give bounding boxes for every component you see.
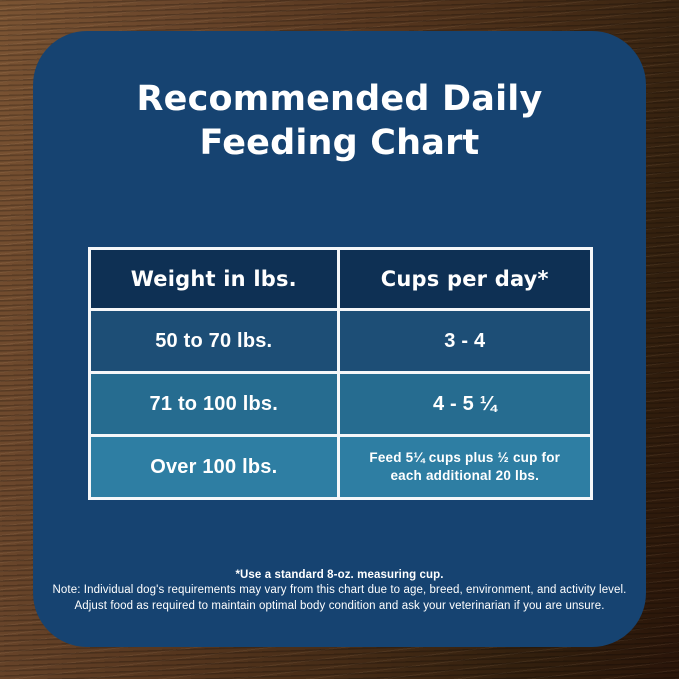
weight-range-cell: 50 to 70 lbs. xyxy=(91,311,337,371)
weight-range-cell: Over 100 lbs. xyxy=(91,437,337,497)
cups-per-day-cell: 3 - 4 xyxy=(339,311,590,371)
weight-range-cell: 71 to 100 lbs. xyxy=(91,374,337,434)
page-title-line-2: Feeding Chart xyxy=(199,123,480,164)
feeding-table: Weight in lbs. Cups per day* 50 to 70 lb… xyxy=(88,247,593,500)
footnote-note-line-2: Adjust food as required to maintain opti… xyxy=(74,599,605,612)
page-title-line-1: Recommended Daily xyxy=(136,79,543,119)
cups-per-day-cell: 4 - 5 ¼ xyxy=(339,374,590,434)
column-header-weight: Weight in lbs. xyxy=(91,250,337,308)
feeding-chart-card: Recommended Daily Feeding Chart Weight i… xyxy=(33,31,646,647)
column-header-cups: Cups per day* xyxy=(339,250,590,308)
page-title: Recommended Daily Feeding Chart xyxy=(33,77,646,165)
footnotes: *Use a standard 8-oz. measuring cup. Not… xyxy=(33,568,646,614)
footnote-measuring-cup: *Use a standard 8-oz. measuring cup. xyxy=(235,569,444,582)
cups-per-day-cell: Feed 5¼ cups plus ½ cup for each additio… xyxy=(339,437,590,497)
footnote-note-line-1: Note: Individual dog's requirements may … xyxy=(52,584,627,597)
